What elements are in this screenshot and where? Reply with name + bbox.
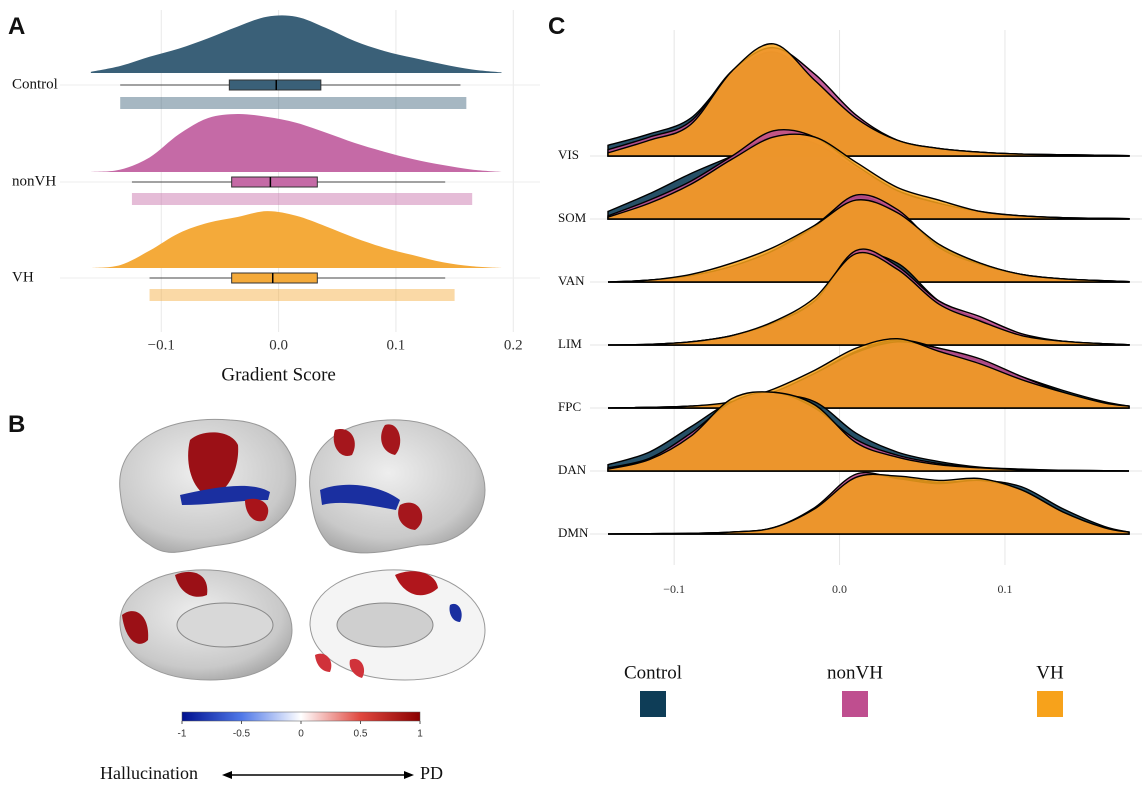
category-label: VIS [558, 147, 579, 162]
tick-label: 1 [417, 729, 423, 740]
ridge-density [607, 199, 1130, 283]
category-label: FPC [558, 399, 581, 414]
density [90, 113, 502, 172]
ridge-density [607, 133, 1130, 220]
legend-label: nonVH [827, 662, 883, 683]
legend-swatch [640, 691, 666, 717]
legend-swatch [1037, 691, 1063, 717]
box [228, 79, 322, 91]
brain-renders [119, 418, 486, 681]
left-label: Hallucination [100, 763, 198, 783]
tick-label: 0.5 [354, 729, 368, 740]
category-label: Control [12, 76, 58, 92]
jitter-band [120, 97, 467, 109]
right-label: PD [420, 763, 443, 783]
x-tick-label: 0.2 [504, 337, 523, 353]
legend-label: Control [624, 662, 682, 683]
jitter-band [149, 289, 455, 301]
x-tick-label: 0.0 [832, 582, 847, 596]
tick-label: -0.5 [233, 729, 251, 740]
category-label: VH [12, 269, 34, 285]
density [90, 211, 502, 268]
x-tick-label: −0.1 [663, 582, 685, 596]
category-label: VAN [558, 273, 585, 288]
category-label: LIM [558, 336, 582, 351]
jitter-band [131, 193, 473, 205]
ridge-density [607, 391, 1130, 472]
box [231, 176, 318, 188]
x-tick-label: 0.1 [997, 582, 1012, 596]
tick-label: -1 [178, 729, 187, 740]
colorbar [181, 711, 421, 722]
x-tick-label: −0.1 [148, 337, 175, 353]
panel-label: A [8, 13, 25, 40]
category-label: DAN [558, 462, 587, 477]
ridge-density [607, 251, 1130, 346]
panel-label: B [8, 411, 25, 438]
ridge-density [607, 43, 1130, 157]
panel-label: C [548, 13, 565, 40]
category-label: nonVH [12, 173, 56, 189]
box [231, 272, 318, 284]
x-axis-label: Gradient Score [221, 364, 335, 385]
tick-label: 0 [298, 729, 304, 740]
legend-label: VH [1036, 662, 1064, 683]
x-tick-label: 0.1 [387, 337, 406, 353]
density [90, 15, 502, 73]
x-tick-label: 0.0 [269, 337, 288, 353]
category-label: DMN [558, 525, 589, 540]
category-label: SOM [558, 210, 587, 225]
ridge-density [607, 473, 1130, 535]
ridge-density [607, 337, 1130, 409]
legend-swatch [842, 691, 868, 717]
